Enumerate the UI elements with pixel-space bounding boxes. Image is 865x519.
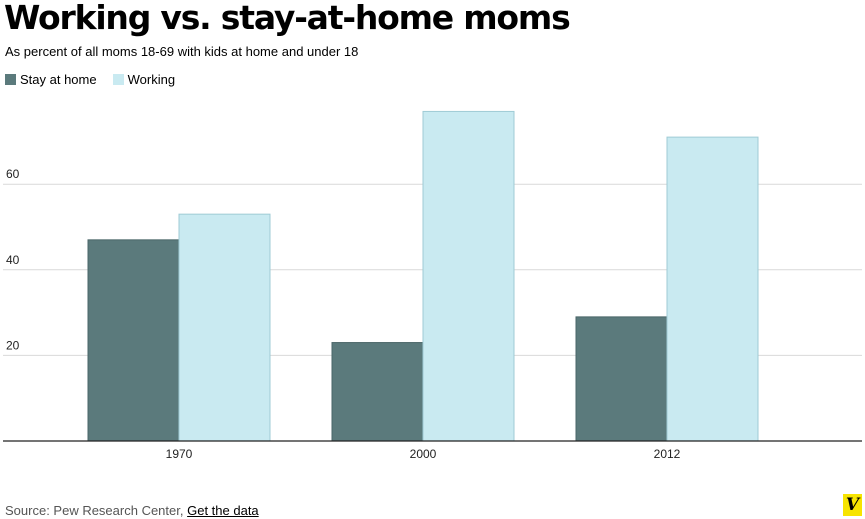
vox-logo: V [843,494,862,516]
chart-legend: Stay at home Working [5,72,191,87]
y-tick-label: 20 [6,338,20,352]
bar-stay-at-home-2000 [331,342,424,442]
x-tick-label: 1970 [166,447,193,461]
bar-working-2012 [666,136,759,442]
bar-stay-at-home-2012 [575,316,668,442]
y-tick-label: 40 [6,253,20,267]
legend-label-stay-at-home: Stay at home [20,72,97,87]
y-tick-label: 60 [6,167,20,181]
legend-item-stay-at-home: Stay at home [5,72,97,87]
legend-label-working: Working [127,72,176,87]
bar-chart: 20 40 60 1970 2000 2012 [3,110,862,461]
x-tick-label: 2000 [410,447,437,461]
x-tick-label: 2012 [654,447,681,461]
chart-title: Working vs. stay-at-home moms [4,0,571,37]
get-data-link[interactable]: Get the data [187,503,259,518]
chart-subtitle: As percent of all moms 18-69 with kids a… [5,44,359,59]
bar-working-1970 [178,213,271,442]
legend-swatch-working [112,74,124,85]
bar-stay-at-home-1970 [87,239,180,442]
footer: Source: Pew Research Center, Get the dat… [5,503,259,518]
legend-swatch-stay-at-home [5,74,16,85]
source-text: Source: Pew Research Center, [5,503,184,518]
legend-item-working: Working [112,72,176,87]
bar-working-2000 [422,110,515,442]
